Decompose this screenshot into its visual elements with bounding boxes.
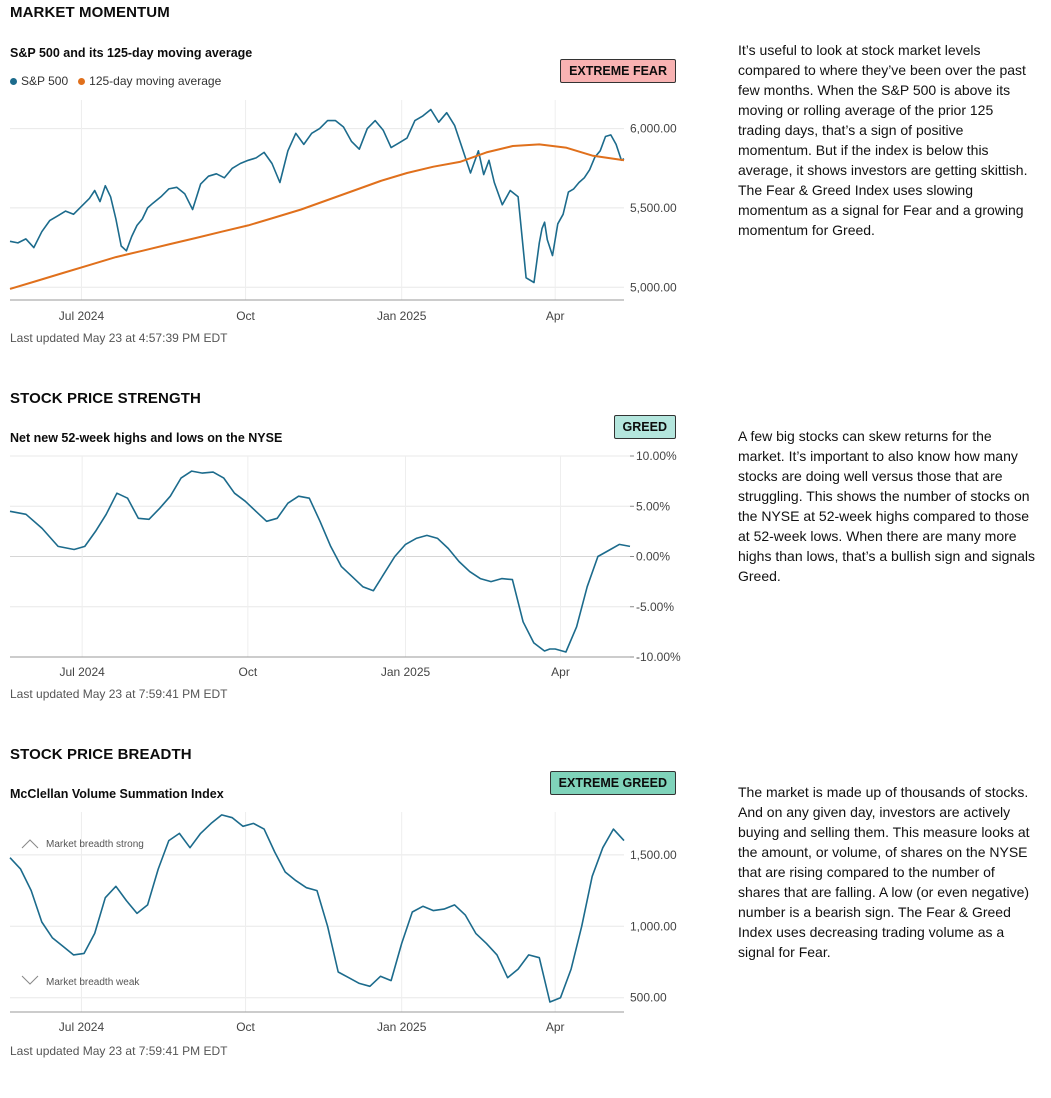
series-line xyxy=(9,470,631,653)
chart-title: S&P 500 and its 125-day moving average xyxy=(10,46,253,60)
y-tick-label: 0.00% xyxy=(636,550,670,564)
section-description: The market is made up of thousands of st… xyxy=(738,784,1030,960)
x-tick-label: Apr xyxy=(546,309,565,323)
breadth-strong-annotation: Market breadth strong xyxy=(21,839,144,850)
x-tick-label: Jan 2025 xyxy=(377,309,427,323)
legend-label: 125-day moving average xyxy=(89,74,222,88)
y-tick-label: -10.00% xyxy=(636,650,681,664)
y-tick-label: 1,500.00 xyxy=(630,848,677,862)
y-tick-label: -5.00% xyxy=(636,600,674,614)
section-description: It’s useful to look at stock market leve… xyxy=(738,42,1028,238)
series-line xyxy=(9,143,625,290)
section-title: MARKET MOMENTUM xyxy=(10,4,170,21)
chevron-up-icon xyxy=(21,839,39,849)
breadth-chart: 500.00 1,000.00 1,500.00 Jul 2024 Oct Jan 202… xyxy=(9,812,677,1034)
momentum-chart: 5,000.00 5,500.00 6,000.00 Jul 2024 Oct Jan 2… xyxy=(9,100,677,323)
legend-item-moving-average: 125-day moving average xyxy=(78,74,221,88)
series-line xyxy=(9,814,625,1003)
x-tick-label: Jul 2024 xyxy=(59,309,105,323)
x-tick-label: Apr xyxy=(546,1020,565,1034)
x-tick-label: Apr xyxy=(551,665,570,679)
y-tick-label: 5.00% xyxy=(636,499,670,513)
section-stock-price-breadth: STOCK PRICE BREADTH McClellan Volume Sum… xyxy=(0,742,1051,1098)
x-tick-label: Oct xyxy=(239,665,258,679)
y-tick-label: 10.00% xyxy=(636,449,677,463)
strength-chart: -10.00% -5.00% 0.00% 5.00% 10.00% Jul 2024 Oct… xyxy=(9,449,681,679)
sentiment-badge: EXTREME GREED xyxy=(549,771,676,795)
x-tick-label: Jan 2025 xyxy=(377,1020,427,1034)
section-title: STOCK PRICE BREADTH xyxy=(10,746,192,763)
section-description: A few big stocks can skew returns for th… xyxy=(738,428,1036,584)
y-tick-label: 6,000.00 xyxy=(630,122,677,136)
x-tick-label: Jan 2025 xyxy=(381,665,431,679)
x-tick-label: Jul 2024 xyxy=(59,665,105,679)
legend-label: S&P 500 xyxy=(21,74,69,88)
last-updated: Last updated May 23 at 4:57:39 PM EDT xyxy=(10,331,228,345)
y-tick-label: 1,000.00 xyxy=(630,919,677,933)
annotation-label: Market breadth strong xyxy=(46,839,144,850)
x-tick-label: Oct xyxy=(236,1020,255,1034)
annotation-label: Market breadth weak xyxy=(46,977,140,988)
x-tick-label: Oct xyxy=(236,309,255,323)
section-stock-price-strength: STOCK PRICE STRENGTH Net new 52-week hig… xyxy=(0,386,1051,742)
y-tick-label: 5,500.00 xyxy=(630,201,677,215)
y-tick-label: 5,000.00 xyxy=(630,280,677,294)
sentiment-badge: EXTREME FEAR xyxy=(560,59,676,83)
sentiment-badge: GREED xyxy=(613,415,676,439)
breadth-weak-annotation: Market breadth weak xyxy=(21,975,140,988)
chart-title: McClellan Volume Summation Index xyxy=(10,787,224,801)
legend-item-sp500: S&P 500 xyxy=(10,74,68,88)
last-updated: Last updated May 23 at 7:59:41 PM EDT xyxy=(10,1044,228,1058)
chart-title: Net new 52-week highs and lows on the NY… xyxy=(10,431,283,445)
series-line xyxy=(9,108,625,284)
legend-dot-icon xyxy=(10,77,17,85)
chevron-down-icon xyxy=(21,975,39,985)
chart-legend: S&P 500 125-day moving average xyxy=(10,74,221,88)
section-title: STOCK PRICE STRENGTH xyxy=(10,390,201,407)
y-tick-label: 500.00 xyxy=(630,991,667,1005)
last-updated: Last updated May 23 at 7:59:41 PM EDT xyxy=(10,687,228,701)
section-market-momentum: MARKET MOMENTUM S&P 500 and its 125-day … xyxy=(0,0,1051,356)
legend-dot-icon xyxy=(78,77,86,85)
x-tick-label: Jul 2024 xyxy=(59,1020,105,1034)
